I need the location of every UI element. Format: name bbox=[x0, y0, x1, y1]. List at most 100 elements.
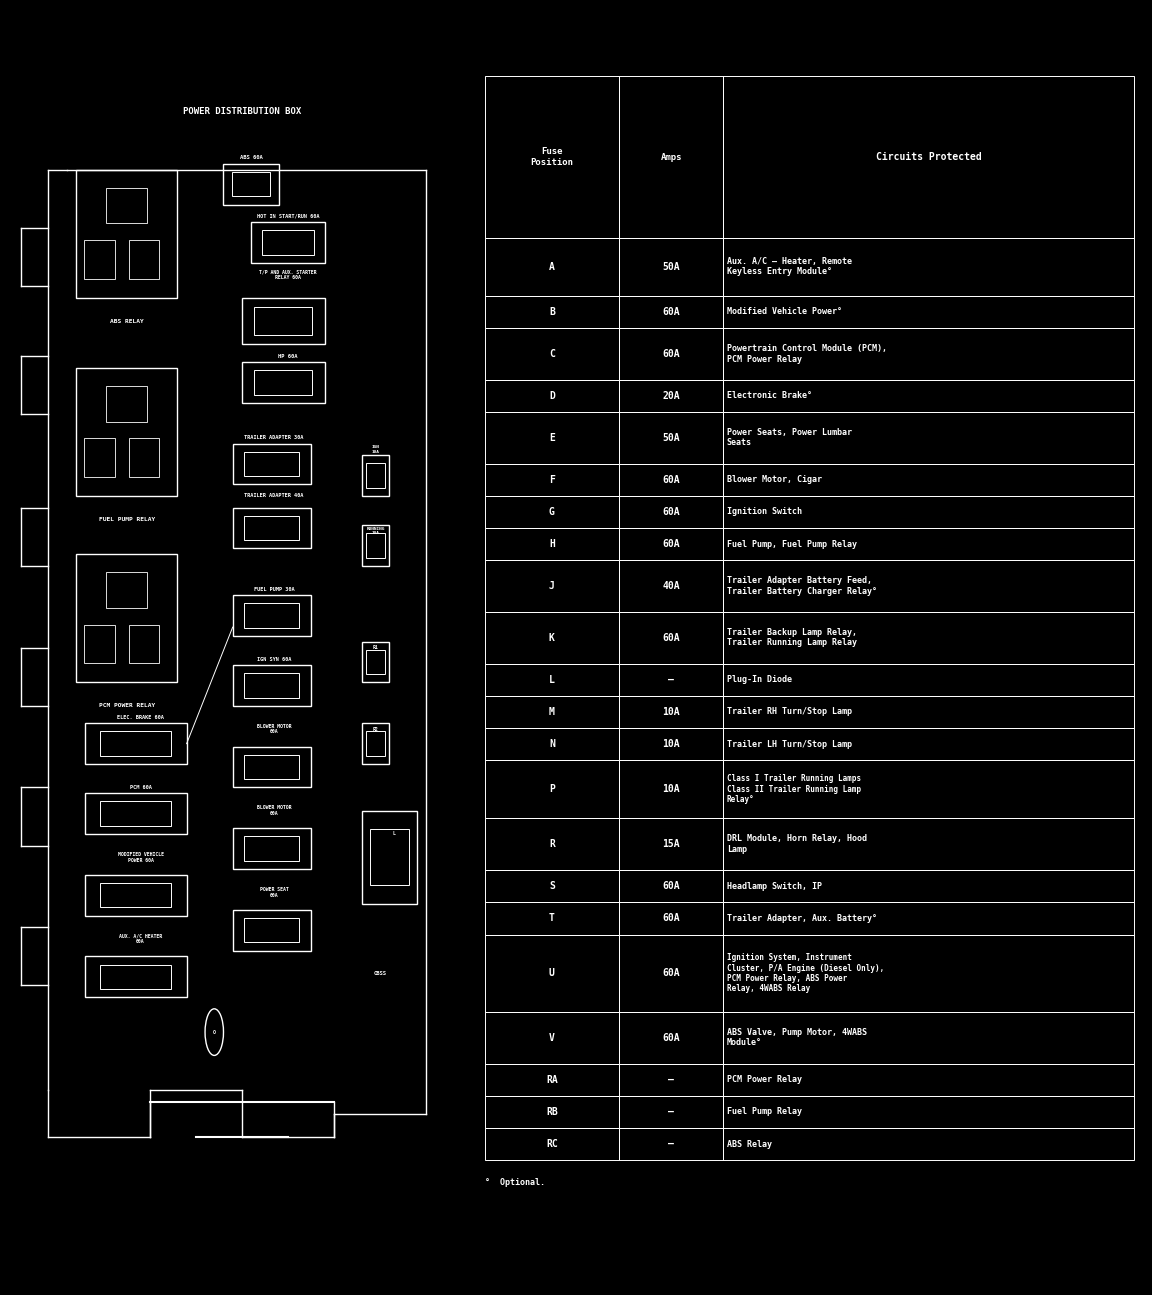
Bar bbox=[485, 818, 619, 870]
Bar bbox=[619, 870, 723, 903]
Bar bbox=[723, 695, 1134, 728]
Bar bbox=[84, 240, 114, 278]
Bar bbox=[85, 723, 187, 764]
Bar bbox=[84, 438, 114, 477]
Bar bbox=[619, 1128, 723, 1160]
Bar bbox=[485, 663, 619, 695]
Text: —: — bbox=[668, 1140, 674, 1149]
Bar bbox=[485, 464, 619, 496]
Text: 60A: 60A bbox=[662, 539, 680, 549]
Text: U: U bbox=[548, 969, 555, 978]
Text: ABS 60A: ABS 60A bbox=[240, 155, 263, 161]
Bar bbox=[619, 379, 723, 412]
Text: J: J bbox=[548, 581, 555, 591]
Bar bbox=[619, 561, 723, 613]
Text: —: — bbox=[668, 1075, 674, 1085]
Bar bbox=[619, 613, 723, 663]
Bar bbox=[619, 728, 723, 760]
Bar bbox=[244, 603, 300, 628]
Text: 60A: 60A bbox=[662, 475, 680, 484]
Text: TRAILER ADAPTER 40A: TRAILER ADAPTER 40A bbox=[244, 493, 304, 499]
Bar bbox=[370, 829, 409, 886]
Bar bbox=[723, 412, 1134, 464]
Bar bbox=[244, 452, 300, 477]
Bar bbox=[485, 728, 619, 760]
Bar bbox=[233, 909, 311, 951]
Bar bbox=[76, 368, 177, 496]
Bar bbox=[255, 370, 312, 395]
Text: PCM 60A: PCM 60A bbox=[130, 785, 151, 790]
Text: O: O bbox=[213, 1030, 215, 1035]
Bar bbox=[244, 515, 300, 540]
Bar bbox=[76, 170, 177, 298]
Bar bbox=[362, 723, 389, 764]
Text: 40A: 40A bbox=[662, 581, 680, 591]
Text: MODIFIED VEHICLE
POWER 60A: MODIFIED VEHICLE POWER 60A bbox=[118, 852, 164, 862]
Text: 60A: 60A bbox=[662, 969, 680, 978]
Bar bbox=[233, 666, 311, 706]
Text: Fuse
Position: Fuse Position bbox=[530, 148, 574, 167]
Text: TRAILER ADAPTER 30A: TRAILER ADAPTER 30A bbox=[244, 435, 304, 440]
Text: 10A: 10A bbox=[662, 739, 680, 750]
Text: Trailer Adapter, Aux. Battery°: Trailer Adapter, Aux. Battery° bbox=[727, 914, 877, 923]
Text: CBSS: CBSS bbox=[373, 971, 387, 976]
Bar bbox=[84, 624, 114, 663]
Text: 60A: 60A bbox=[662, 881, 680, 891]
Text: K: K bbox=[548, 633, 555, 642]
Bar bbox=[619, 1011, 723, 1063]
Text: POWER DISTRIBUTION BOX: POWER DISTRIBUTION BOX bbox=[183, 107, 301, 115]
Text: N: N bbox=[548, 739, 555, 750]
Text: Plug-In Diode: Plug-In Diode bbox=[727, 675, 791, 684]
Text: M: M bbox=[548, 707, 555, 717]
Text: Electronic Brake°: Electronic Brake° bbox=[727, 391, 812, 400]
Bar bbox=[723, 496, 1134, 528]
Bar bbox=[76, 554, 177, 682]
Text: T/P AND AUX. STARTER
RELAY 60A: T/P AND AUX. STARTER RELAY 60A bbox=[259, 269, 317, 280]
Bar bbox=[251, 223, 325, 263]
Bar bbox=[485, 412, 619, 464]
Text: 20A: 20A bbox=[662, 391, 680, 400]
Bar bbox=[619, 1063, 723, 1096]
Bar bbox=[619, 238, 723, 295]
Bar bbox=[723, 728, 1134, 760]
Bar bbox=[619, 903, 723, 935]
Bar bbox=[85, 875, 187, 916]
Bar bbox=[723, 870, 1134, 903]
Text: RC: RC bbox=[546, 1140, 558, 1149]
Bar bbox=[366, 650, 385, 675]
Text: B: B bbox=[548, 307, 555, 317]
Bar bbox=[485, 496, 619, 528]
Bar bbox=[723, 76, 1134, 238]
Bar bbox=[362, 456, 389, 496]
Bar bbox=[242, 361, 325, 403]
Bar bbox=[485, 561, 619, 613]
Text: 60A: 60A bbox=[662, 307, 680, 317]
Bar bbox=[366, 464, 385, 488]
Bar bbox=[619, 412, 723, 464]
Text: V: V bbox=[548, 1032, 555, 1042]
Bar bbox=[100, 883, 172, 908]
Bar bbox=[106, 386, 147, 422]
Text: HP 60A: HP 60A bbox=[279, 354, 297, 359]
Text: E: E bbox=[548, 433, 555, 443]
Text: POWER SEAT
60A: POWER SEAT 60A bbox=[260, 887, 288, 897]
Text: 10A: 10A bbox=[662, 707, 680, 717]
Bar bbox=[362, 526, 389, 566]
Text: 60A: 60A bbox=[662, 913, 680, 923]
Bar bbox=[362, 811, 417, 904]
Bar bbox=[723, 1128, 1134, 1160]
Text: BLOWER MOTOR
60A: BLOWER MOTOR 60A bbox=[257, 805, 291, 816]
Bar bbox=[362, 642, 389, 682]
Bar bbox=[366, 534, 385, 558]
Text: 15A: 15A bbox=[662, 839, 680, 850]
Text: Fuel Pump Relay: Fuel Pump Relay bbox=[727, 1107, 802, 1116]
Bar bbox=[723, 1011, 1134, 1063]
Bar bbox=[263, 231, 313, 255]
Bar bbox=[233, 746, 311, 787]
Text: Headlamp Switch, IP: Headlamp Switch, IP bbox=[727, 882, 821, 891]
Bar bbox=[619, 695, 723, 728]
Text: R2: R2 bbox=[373, 726, 378, 732]
Bar bbox=[619, 935, 723, 1011]
Text: IGN
10A: IGN 10A bbox=[372, 445, 379, 453]
Text: Blower Motor, Cigar: Blower Motor, Cigar bbox=[727, 475, 821, 484]
